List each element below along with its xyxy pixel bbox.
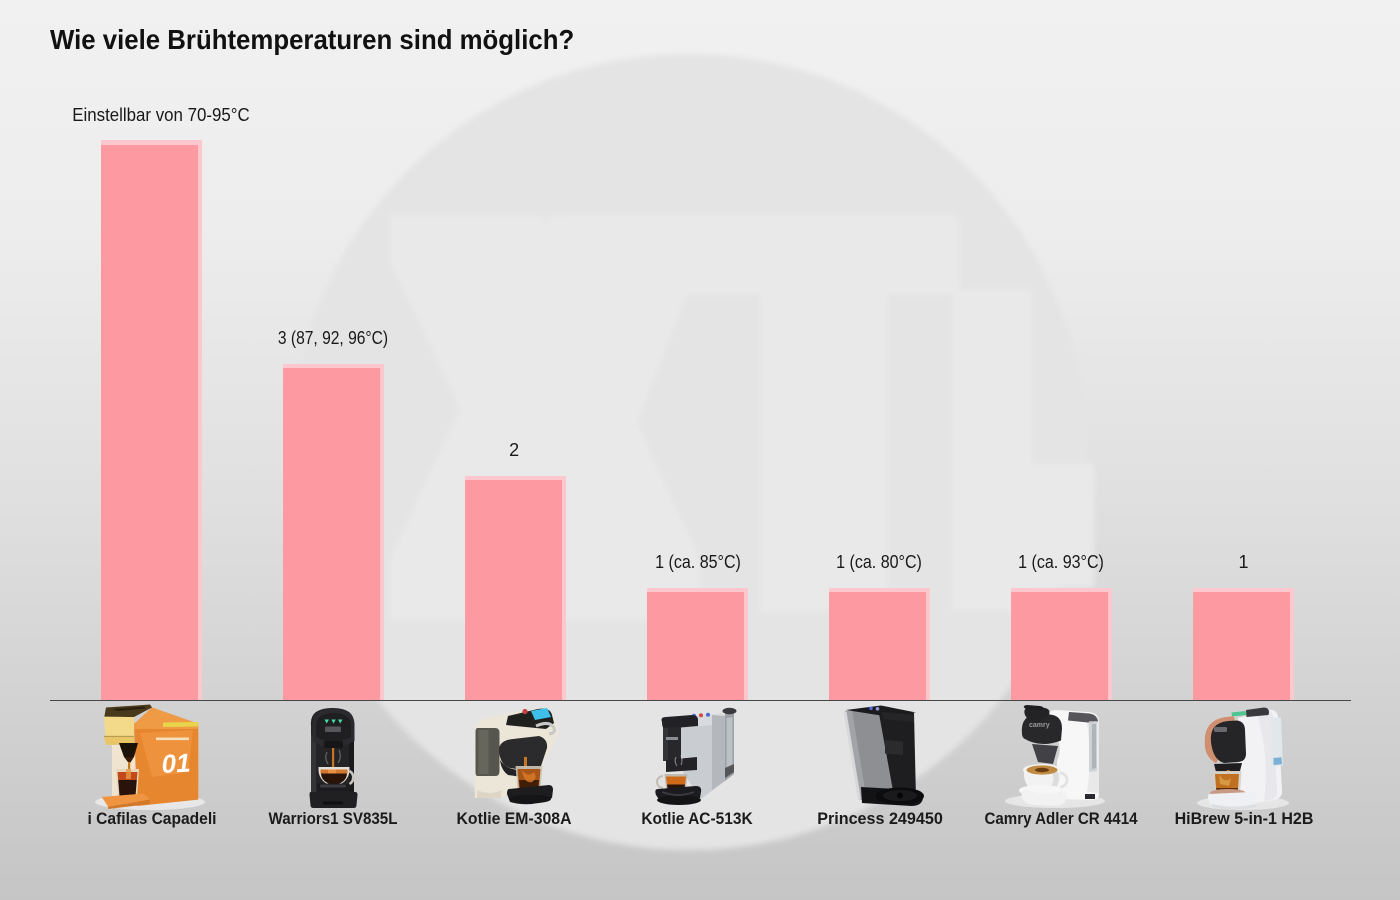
svg-text:camry: camry xyxy=(1029,722,1050,729)
svg-text:01: 01 xyxy=(161,748,191,779)
